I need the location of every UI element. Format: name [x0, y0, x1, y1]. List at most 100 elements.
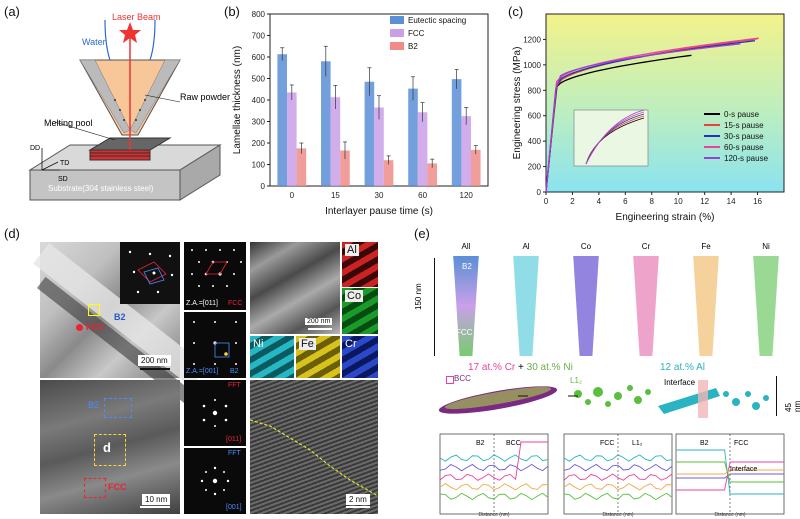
sd-label: SD [58, 176, 68, 183]
apt-tip-fe [693, 256, 719, 356]
eds-map-cr: Cr [342, 336, 378, 378]
legend-swatch [390, 29, 404, 37]
x-tick-label: 15 [331, 191, 340, 200]
fft-pattern-001: FFT [001] [184, 448, 246, 514]
iso-scale-line [776, 376, 777, 416]
y-tick-label: 200 [252, 139, 266, 148]
apt-tip-ni [753, 256, 779, 356]
panel-label-e: (e) [414, 226, 430, 241]
interface-label: Interface [664, 378, 696, 387]
scale-bar [308, 328, 332, 330]
bar [461, 116, 471, 186]
apt-scale-line [434, 258, 435, 356]
apt-column-label: Co [580, 242, 592, 251]
x-tick-label: 12 [700, 197, 709, 206]
composition-curve [563, 463, 673, 472]
isosurface-label-al: 12 at.% Al [660, 362, 706, 373]
composition-curve [676, 461, 784, 491]
x-axis-label: Interlayer pause time (s) [325, 206, 433, 217]
x-tick-label: 0 [290, 191, 295, 200]
panel-label-b: (b) [224, 4, 240, 19]
isosurface-bcc-l12 [438, 385, 651, 414]
composition-curve [676, 469, 784, 475]
profile-x-label: Distance (nm) [478, 512, 509, 518]
composition-curve [563, 492, 673, 501]
b2-region-label: B2 [88, 400, 100, 410]
x-tick-label: 4 [597, 197, 602, 206]
apt-tip-all [453, 256, 479, 356]
y-tick-label: 800 [252, 10, 266, 19]
composition-curve [563, 473, 673, 481]
saed-fcc-pattern: Z.A.=[011] FCC [184, 242, 246, 310]
melting-pool-label: Melting pool [44, 118, 93, 128]
profile-x-label: Distance (nm) [602, 512, 633, 518]
scale-45nm: 45 nm [784, 400, 800, 412]
bar [427, 163, 437, 186]
profile3-interface: Interface [730, 466, 758, 473]
composition-curve [439, 454, 549, 462]
zoom-inset [573, 109, 649, 167]
composition-curve [676, 473, 784, 479]
water-label: Water [82, 37, 106, 47]
panel-label-a: (a) [4, 4, 20, 19]
scale-label-10nm: 10 nm [142, 494, 171, 505]
legend-label: 30-s pause [724, 132, 764, 141]
y-tick-label: 600 [528, 112, 542, 121]
fft-pattern-011: FFT [011] [184, 380, 246, 446]
scale-150nm: 150 nm [414, 283, 423, 310]
profile1-left: B2 [476, 440, 485, 447]
l12-label: L1₂ [570, 376, 583, 385]
laser-beam-label: Laser Beam [112, 12, 161, 22]
isosurface-al [658, 380, 769, 418]
eds-al-label: Al [345, 244, 359, 256]
y-tick-label: 0 [261, 182, 266, 191]
legend-label: B2 [408, 42, 418, 51]
x-tick-label: 6 [623, 197, 628, 206]
b2-region-box [104, 398, 132, 418]
td-label: TD [60, 160, 70, 167]
apt-tip-co [573, 256, 599, 356]
legend-label: 60-s pause [724, 143, 764, 152]
legend-label: 15-s pause [724, 121, 764, 130]
y-tick-label: 1000 [523, 61, 541, 70]
bar-chart: 0 100 200 300 400 500 600 700 800 0 15 30 60 120 Inter… [232, 10, 489, 217]
stem-image: 200 nm [250, 242, 340, 334]
bar [417, 112, 428, 186]
legend-label: Eutectic spacing [408, 16, 466, 25]
y-tick-label: 400 [528, 137, 542, 146]
profile2-left: FCC [600, 440, 615, 447]
y-axis-label: Engineering stress (MPa) [512, 47, 523, 160]
scale-label-2nm: 2 nm [346, 494, 370, 505]
schematic-diagram [28, 19, 222, 201]
y-axis-label: Lamellae thickness (nm) [232, 46, 243, 154]
x-axis-label: Engineering strain (%) [616, 212, 715, 222]
eds-co-label: Co [345, 290, 364, 302]
fcc-apt-label: FCC [456, 328, 473, 337]
d-region-label: d [103, 440, 111, 455]
bar [383, 160, 394, 186]
bar [340, 150, 350, 186]
composition-curve [439, 483, 549, 491]
fft2-label: FFT [228, 450, 241, 457]
eds-map-co: Co [342, 288, 378, 334]
bar [470, 149, 481, 186]
eds-fe-label: Fe [299, 338, 316, 350]
fcc-region-box [84, 478, 106, 498]
fft2-index: [001] [226, 504, 242, 511]
line-chart: 0 200 400 600 800 1000 1200 0 2 4 6 8 10 12 14 16 Engine… [512, 13, 785, 222]
panel-label-c: (c) [508, 4, 524, 19]
saed-fcc-label: FCC [228, 300, 243, 307]
scale-bar [140, 368, 170, 370]
y-tick-label: 200 [528, 163, 542, 172]
legend-label: FCC [408, 29, 425, 38]
stress-strain-curve [545, 43, 741, 193]
panel-label-d: (d) [4, 226, 20, 241]
fcc-marker-dot [76, 324, 83, 331]
bcc-box [446, 376, 454, 384]
y-tick-label: 700 [252, 32, 266, 41]
isosurface-label-cr-ni: 17 at.% Cr + 30 at.% Ni [468, 362, 573, 373]
composition-curve [676, 449, 784, 495]
hrtem-lattice-image: 2 nm [250, 380, 378, 514]
d-region-box [94, 434, 126, 466]
composition-curve [439, 463, 549, 472]
